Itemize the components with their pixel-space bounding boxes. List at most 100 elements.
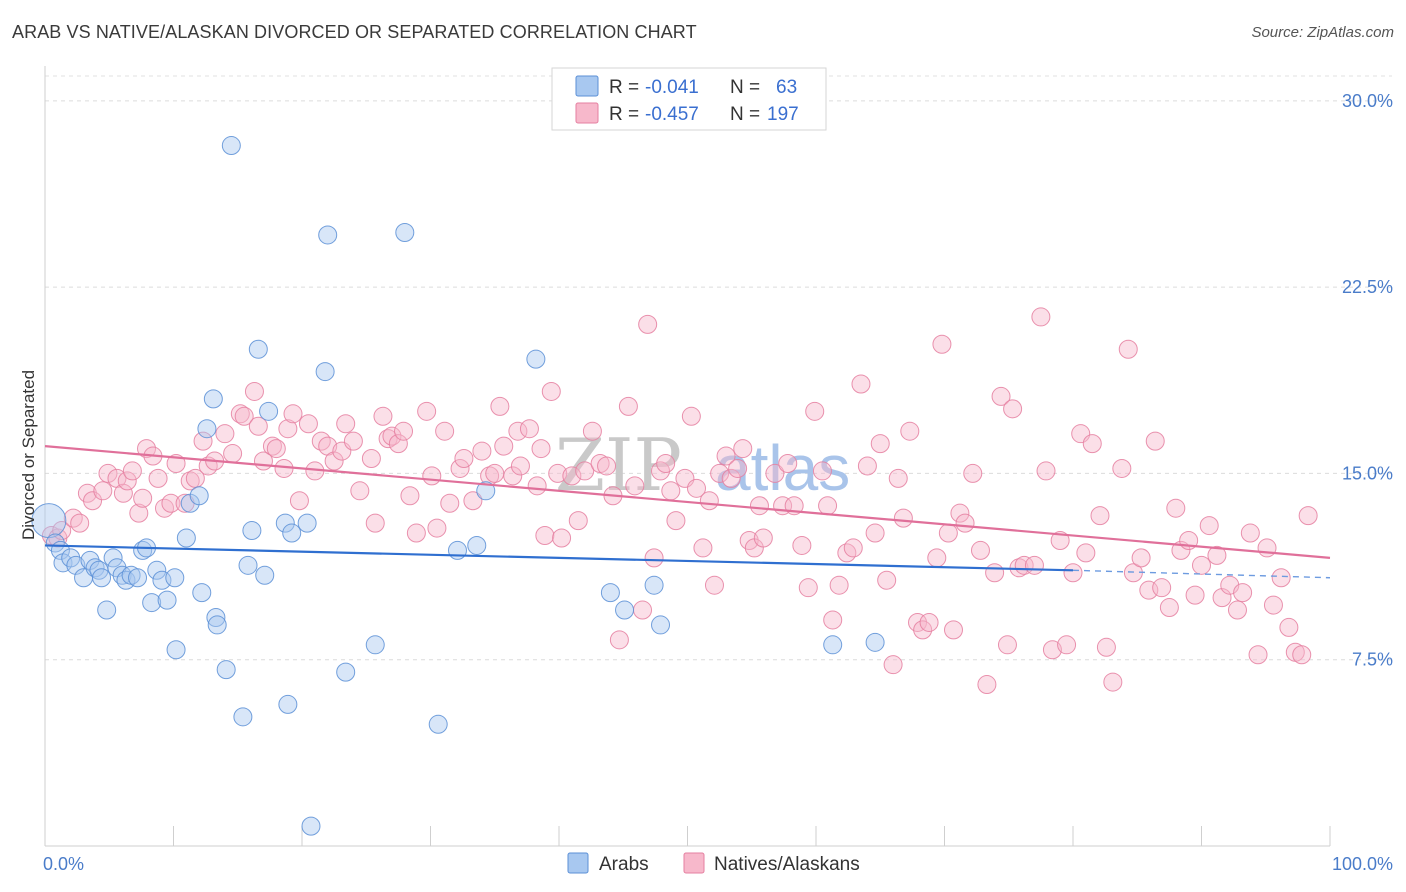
- native-point: [1031, 307, 1051, 327]
- legend-n-label-natives: N =: [730, 104, 760, 125]
- native-point: [113, 483, 133, 503]
- native-point: [765, 463, 785, 483]
- arab-point: [865, 632, 885, 652]
- bottom-legend-label-arabs: Arabs: [599, 854, 649, 875]
- arab-point: [221, 136, 241, 156]
- native-point: [1233, 583, 1253, 603]
- arab-point: [238, 555, 258, 575]
- native-point: [851, 374, 871, 394]
- native-point: [485, 463, 505, 483]
- native-point: [117, 471, 137, 491]
- source-label: Source: ZipAtlas.com: [1251, 24, 1394, 41]
- native-point: [633, 600, 653, 620]
- native-point: [1145, 431, 1165, 451]
- arab-point: [248, 339, 268, 359]
- native-point: [1298, 506, 1318, 526]
- native-point: [244, 381, 264, 401]
- correlation-legend: R = -0.041 N = 63 R = -0.457 N = 197: [551, 67, 827, 131]
- native-point: [728, 458, 748, 478]
- native-point: [503, 466, 523, 486]
- arab-point: [615, 600, 635, 620]
- native-point: [955, 513, 975, 533]
- native-point: [1257, 538, 1277, 558]
- native-point: [843, 538, 863, 558]
- arab-point: [275, 513, 295, 533]
- legend-r-label-natives: R =: [609, 104, 639, 125]
- arab-point: [142, 593, 162, 613]
- x-tick-label-end: 100.0%: [1332, 854, 1393, 874]
- legend-n-value-arabs: 63: [776, 77, 797, 98]
- native-point: [575, 461, 595, 481]
- native-point: [716, 446, 736, 466]
- native-point: [1185, 585, 1205, 605]
- native-point: [1271, 568, 1291, 588]
- arab-trend-extension: [1072, 569, 1331, 579]
- native-point: [1152, 578, 1172, 598]
- native-point: [417, 401, 437, 421]
- native-point: [365, 513, 385, 533]
- native-point: [625, 476, 645, 496]
- native-point: [394, 421, 414, 441]
- native-point: [122, 461, 142, 481]
- native-point: [837, 543, 857, 563]
- native-point: [161, 493, 181, 513]
- native-point: [618, 396, 638, 416]
- native-point: [950, 503, 970, 523]
- native-point: [373, 406, 393, 426]
- y-tick-label: 30.0%: [1342, 91, 1393, 111]
- native-point: [919, 612, 939, 632]
- native-point: [510, 456, 530, 476]
- native-point: [1192, 555, 1211, 575]
- native-point: [753, 528, 773, 548]
- legend-swatch-arabs: [575, 75, 599, 97]
- arab-point: [526, 349, 546, 369]
- arab-point: [297, 513, 317, 533]
- native-point: [1103, 672, 1123, 692]
- native-point: [180, 471, 200, 491]
- trend-lines: [44, 445, 1331, 579]
- native-point: [681, 406, 701, 426]
- native-point: [733, 439, 753, 459]
- native-point: [133, 488, 153, 508]
- native-point: [943, 620, 963, 640]
- y-tick-label: 7.5%: [1352, 650, 1393, 670]
- native-point: [656, 453, 676, 473]
- native-point: [450, 458, 470, 478]
- native-point: [83, 491, 103, 511]
- native-point: [248, 416, 268, 436]
- x-tick-labels: 0.0% 100.0%: [43, 854, 1393, 874]
- bottom-legend-swatch-arabs: [567, 852, 589, 874]
- native-point: [1036, 461, 1056, 481]
- arab-point: [282, 523, 302, 543]
- native-point: [932, 334, 952, 354]
- native-point: [324, 451, 344, 471]
- native-point: [963, 463, 983, 483]
- watermark: ZIP atlas: [555, 423, 850, 507]
- native-point: [888, 468, 908, 488]
- arab-point: [255, 565, 275, 585]
- native-point: [1240, 523, 1260, 543]
- native-point: [1263, 595, 1283, 615]
- native-point: [644, 548, 664, 568]
- arab-point: [157, 590, 177, 610]
- arab-point: [216, 660, 236, 680]
- legend-r-value-arabs: -0.041: [645, 77, 699, 98]
- native-point: [977, 675, 997, 695]
- native-point: [193, 431, 213, 451]
- native-point: [422, 466, 442, 486]
- native-point: [877, 570, 897, 590]
- arab-point: [103, 548, 123, 568]
- native-point: [1057, 635, 1077, 655]
- native-point: [343, 431, 363, 451]
- legend-r-value-natives: -0.457: [645, 104, 699, 125]
- native-point: [527, 476, 547, 496]
- native-point: [1166, 498, 1186, 518]
- native-point: [798, 578, 818, 598]
- native-point: [278, 419, 298, 439]
- native-point: [427, 518, 447, 538]
- native-point: [1050, 530, 1070, 550]
- series-legend: Arabs Natives/Alaskans: [567, 852, 860, 875]
- native-point: [1248, 645, 1268, 665]
- native-point: [597, 456, 617, 476]
- arab-point: [476, 481, 496, 501]
